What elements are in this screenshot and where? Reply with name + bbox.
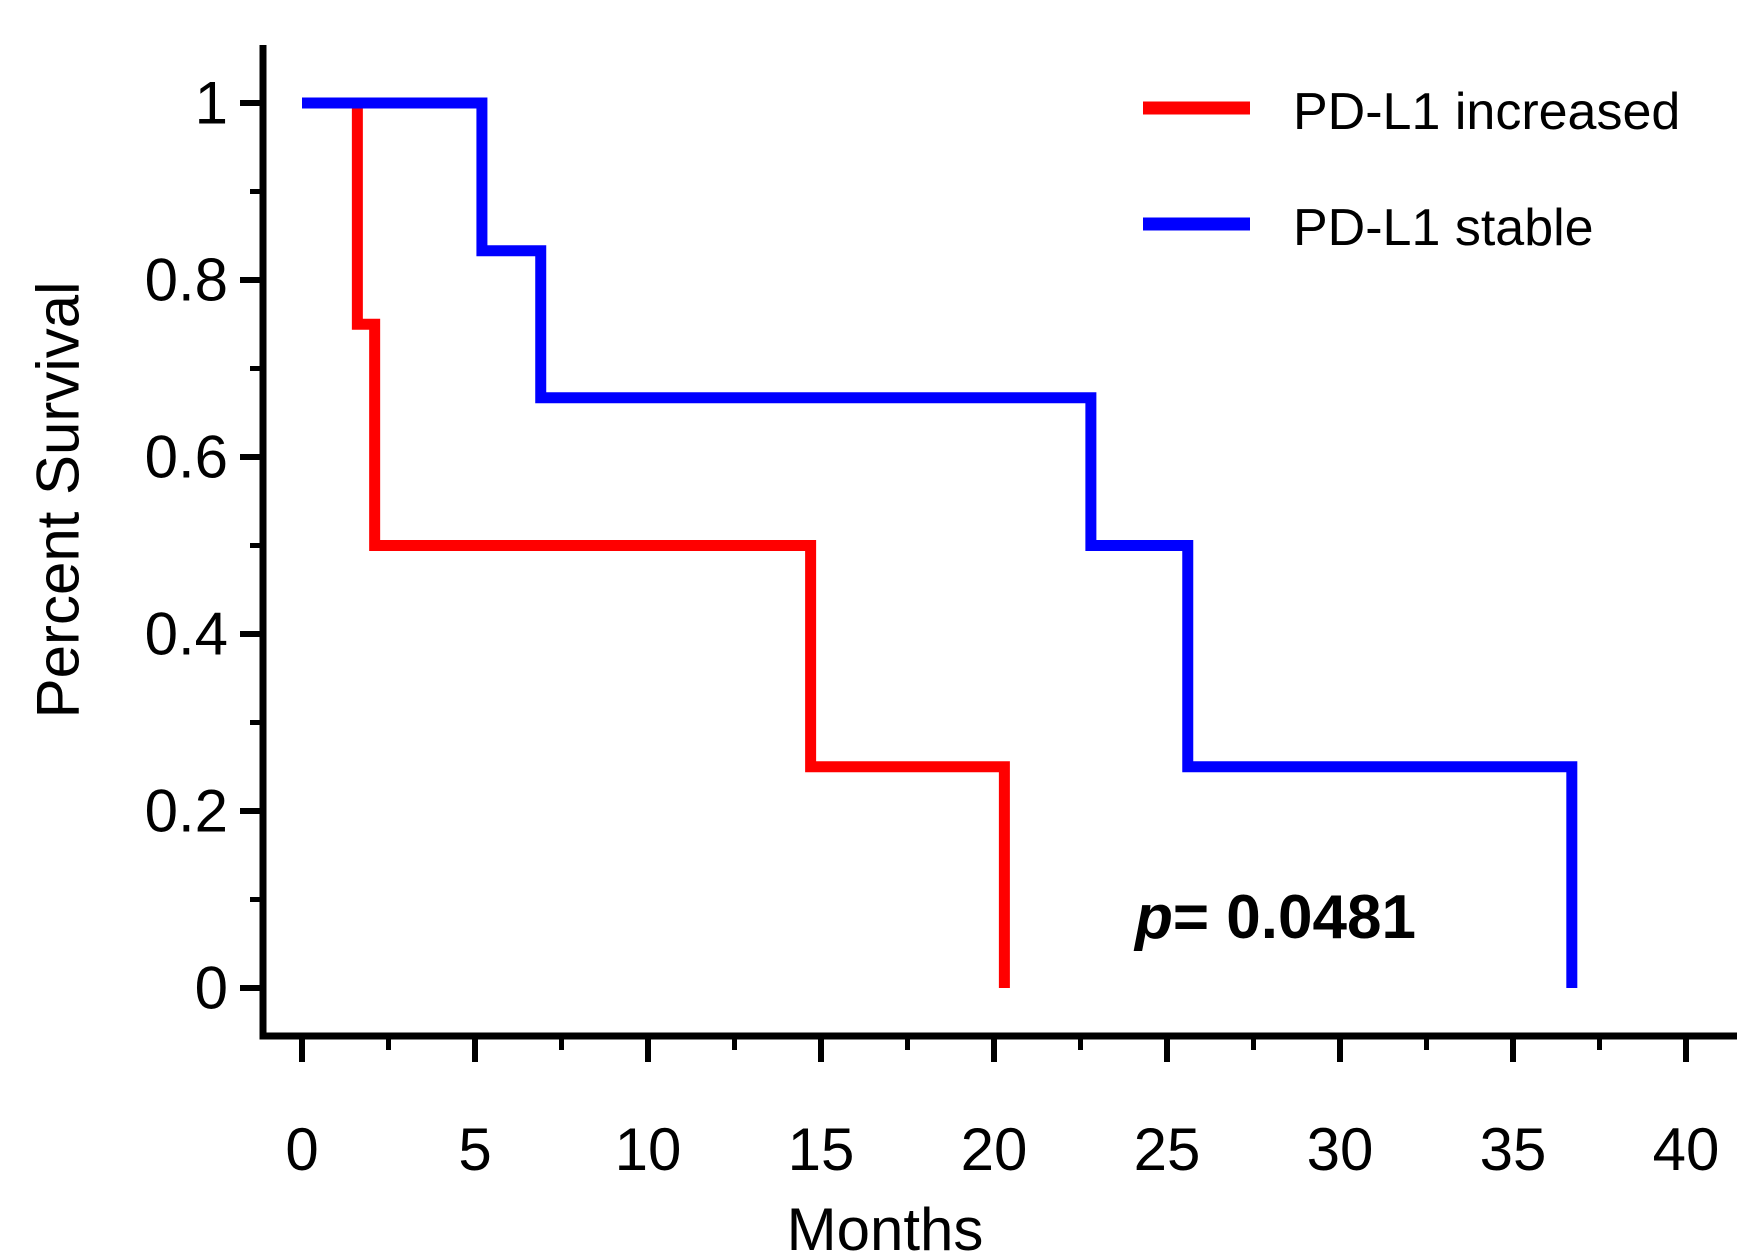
axes: 00.20.40.60.810 5 10 15 20 25 30 35 40 [145, 45, 1737, 1183]
survival-curves [302, 97, 1578, 988]
legend: PD-L1 increased PD-L1 stable [1143, 83, 1680, 257]
y-axis-tick-label: 0.8 [145, 247, 228, 314]
y-axis-tick-label: 0.6 [145, 424, 228, 491]
x-axis-tick-label: 10 [615, 1116, 682, 1183]
x-axis-tick-label: 5 [458, 1116, 491, 1183]
x-axis-tick-label: 0 [285, 1116, 318, 1183]
legend-label-pdl1-increased: PD-L1 increased [1293, 83, 1680, 141]
x-axis-tick-label: 25 [1134, 1116, 1201, 1183]
p-value-number: = 0.0481 [1173, 883, 1416, 952]
y-axis-tick-label: 0.4 [145, 601, 228, 668]
p-value-symbol: p [1133, 883, 1173, 952]
survival-curve-pd-l1-increased [302, 97, 1010, 988]
y-axis-title: Percent Survival [25, 282, 92, 719]
x-axis-tick-label: 35 [1480, 1116, 1547, 1183]
y-axis-tick-label: 1 [195, 70, 228, 137]
x-axis-title: Months [787, 1196, 984, 1257]
axis-spine [259, 45, 1737, 1040]
x-axis-tick-label: 20 [961, 1116, 1028, 1183]
survival-curve-pd-l1-stable [302, 97, 1578, 988]
x-axis-tick-label: 40 [1653, 1116, 1720, 1183]
x-axis-tick-label: 30 [1307, 1116, 1374, 1183]
y-axis-tick-label: 0.2 [145, 778, 228, 845]
y-axis-tick-label: 0 [195, 955, 228, 1022]
legend-label-pdl1-stable: PD-L1 stable [1293, 199, 1594, 257]
p-value-annotation: p= 0.0481 [1133, 883, 1416, 952]
x-axis-tick-label: 15 [788, 1116, 855, 1183]
